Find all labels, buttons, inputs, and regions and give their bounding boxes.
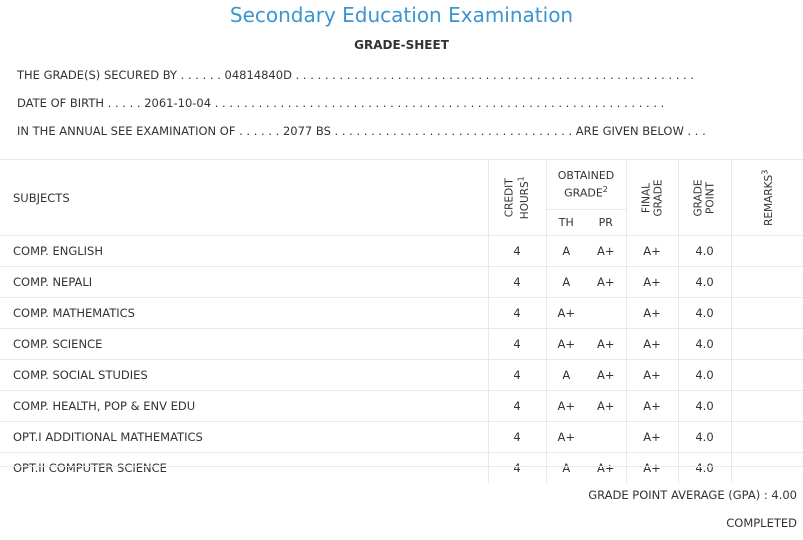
subject-cell: COMP. NEPALI	[0, 266, 488, 298]
grade-point-cell: 4.0	[677, 390, 731, 422]
final-label-1: FINAL	[639, 182, 652, 213]
grades-table: SUBJECTS CREDIT HOURS1 OBTAINED GRADE2 F…	[0, 159, 803, 483]
final-grade-cell: A+	[625, 328, 678, 360]
credit-hours-cell: 4	[487, 359, 546, 391]
credit-hours-label-2: HOURS	[518, 181, 531, 219]
final-grade-cell: A+	[625, 297, 678, 329]
pr-header: PR	[586, 209, 626, 236]
secured-by-line: THE GRADE(S) SECURED BY . . . . . . 0481…	[17, 68, 695, 82]
obtained-label-2: GRADE	[564, 186, 603, 200]
subject-cell: COMP. SOCIAL STUDIES	[0, 359, 488, 391]
final-grade-cell: A+	[625, 452, 678, 483]
point-label-2: POINT	[704, 181, 717, 214]
table-row: COMP. ENGLISH 4 A A+ A+ 4.0	[0, 235, 803, 267]
final-grade-cell: A+	[625, 421, 678, 453]
credit-hours-cell: 4	[487, 452, 546, 483]
practical-grade-cell: A+	[586, 328, 626, 360]
grade-point-cell: 4.0	[677, 452, 731, 483]
subject-cell: COMP. SCIENCE	[0, 328, 488, 360]
grade-point-cell: 4.0	[677, 266, 731, 298]
gpa-summary: GRADE POINT AVERAGE (GPA) : 4.00	[588, 488, 797, 502]
subjects-header-label: SUBJECTS	[13, 190, 70, 205]
practical-grade-cell: A+	[586, 452, 626, 483]
final-grade-cell: A+	[625, 390, 678, 422]
grade-point-cell: 4.0	[677, 235, 731, 267]
credit-hours-cell: 4	[487, 421, 546, 453]
remarks-cell	[730, 421, 803, 453]
theory-grade-cell: A	[545, 266, 586, 298]
remarks-cell	[730, 359, 803, 391]
theory-grade-cell: A	[545, 359, 586, 391]
practical-grade-cell	[586, 297, 626, 329]
theory-grade-cell: A	[545, 452, 586, 483]
obtained-label-1: OBTAINED	[557, 168, 615, 182]
table-bottom-divider	[0, 466, 803, 467]
grade-point-cell: 4.0	[677, 297, 731, 329]
credit-hours-label-1: CREDIT	[503, 178, 516, 217]
credit-hours-cell: 4	[487, 297, 546, 329]
date-of-birth-line: DATE OF BIRTH . . . . . 2061-10-04 . . .…	[17, 96, 665, 110]
final-grade-cell: A+	[625, 235, 678, 267]
table-row: COMP. HEALTH, POP & ENV EDU 4 A+ A+ A+ 4.0	[0, 390, 803, 422]
table-row: COMP. NEPALI 4 A A+ A+ 4.0	[0, 266, 803, 298]
practical-grade-cell: A+	[586, 235, 626, 267]
subject-cell: OPT.I ADDITIONAL MATHEMATICS	[0, 421, 488, 453]
remarks-footnote: 3	[760, 169, 770, 175]
theory-grade-cell: A+	[545, 328, 586, 360]
practical-grade-cell: A+	[586, 266, 626, 298]
final-grade-cell: A+	[625, 266, 678, 298]
practical-grade-cell: A+	[586, 359, 626, 391]
result-status: COMPLETED	[726, 516, 797, 530]
final-grade-header: FINAL GRADE	[625, 159, 678, 236]
remarks-cell	[730, 390, 803, 422]
subject-cell: COMP. HEALTH, POP & ENV EDU	[0, 390, 488, 422]
table-row: COMP. SOCIAL STUDIES 4 A A+ A+ 4.0	[0, 359, 803, 391]
table-row: COMP. MATHEMATICS 4 A+ A+ 4.0	[0, 297, 803, 329]
practical-grade-cell	[586, 421, 626, 453]
page-title: Secondary Education Examination	[229, 3, 574, 27]
theory-grade-cell: A+	[545, 297, 586, 329]
credit-hours-cell: 4	[487, 328, 546, 360]
remarks-label: REMARKS	[763, 174, 775, 226]
remarks-cell	[730, 235, 803, 267]
grade-point-cell: 4.0	[677, 359, 731, 391]
point-label-1: GRADE	[692, 179, 705, 216]
credit-hours-header: CREDIT HOURS1	[487, 159, 546, 236]
obtained-grade-header: OBTAINED GRADE2	[545, 159, 626, 210]
credit-hours-cell: 4	[487, 390, 546, 422]
obtained-footnote: 2	[602, 184, 608, 194]
th-header: TH	[545, 209, 586, 236]
remarks-header: REMARKS3	[730, 159, 803, 236]
table-row: COMP. SCIENCE 4 A+ A+ A+ 4.0	[0, 328, 803, 360]
theory-grade-cell: A+	[545, 421, 586, 453]
credit-hours-cell: 4	[487, 266, 546, 298]
grade-point-cell: 4.0	[677, 328, 731, 360]
practical-grade-cell: A+	[586, 390, 626, 422]
table-row: OPT.I ADDITIONAL MATHEMATICS 4 A+ A+ 4.0	[0, 421, 803, 453]
theory-grade-cell: A+	[545, 390, 586, 422]
subject-cell: COMP. MATHEMATICS	[0, 297, 488, 329]
grade-sheet-heading: GRADE-SHEET	[354, 38, 449, 52]
remarks-cell	[730, 452, 803, 483]
table-row: OPT.II COMPUTER SCIENCE 4 A A+ A+ 4.0	[0, 452, 803, 483]
subject-cell: OPT.II COMPUTER SCIENCE	[0, 452, 488, 483]
exam-line: IN THE ANNUAL SEE EXAMINATION OF . . . .…	[17, 124, 706, 138]
grade-point-cell: 4.0	[677, 421, 731, 453]
subject-cell: COMP. ENGLISH	[0, 235, 488, 267]
grade-point-header: GRADE POINT	[677, 159, 731, 236]
final-grade-cell: A+	[625, 359, 678, 391]
remarks-cell	[730, 266, 803, 298]
theory-grade-cell: A	[545, 235, 586, 267]
credit-hours-footnote: 1	[516, 176, 526, 182]
credit-hours-cell: 4	[487, 235, 546, 267]
remarks-cell	[730, 297, 803, 329]
remarks-cell	[730, 328, 803, 360]
final-label-2: GRADE	[651, 179, 664, 216]
subjects-header: SUBJECTS	[0, 159, 488, 236]
